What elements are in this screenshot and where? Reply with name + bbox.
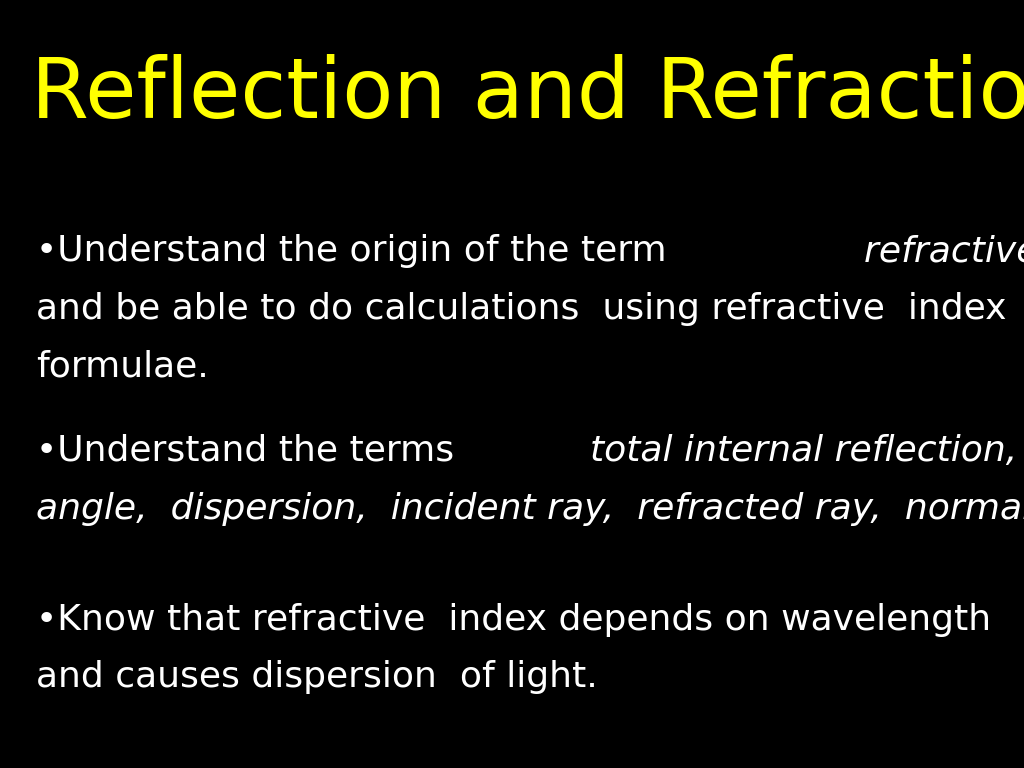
Text: refractive index: refractive index (864, 234, 1024, 268)
Text: angle,  dispersion,  incident ray,  refracted ray,  normal.: angle, dispersion, incident ray, refract… (36, 492, 1024, 525)
Text: •Understand the origin of the term: •Understand the origin of the term (36, 234, 678, 268)
Text: and be able to do calculations  using refractive  index: and be able to do calculations using ref… (36, 292, 1007, 326)
Text: and causes dispersion  of light.: and causes dispersion of light. (36, 660, 598, 694)
Text: •Know that refractive  index depends on wavelength: •Know that refractive index depends on w… (36, 603, 991, 637)
Text: •Understand the terms: •Understand the terms (36, 434, 466, 468)
Text: formulae.: formulae. (36, 349, 209, 383)
Text: Reflection and Refraction: Reflection and Refraction (31, 54, 1024, 134)
Text: total internal reflection,  critical: total internal reflection, critical (590, 434, 1024, 468)
